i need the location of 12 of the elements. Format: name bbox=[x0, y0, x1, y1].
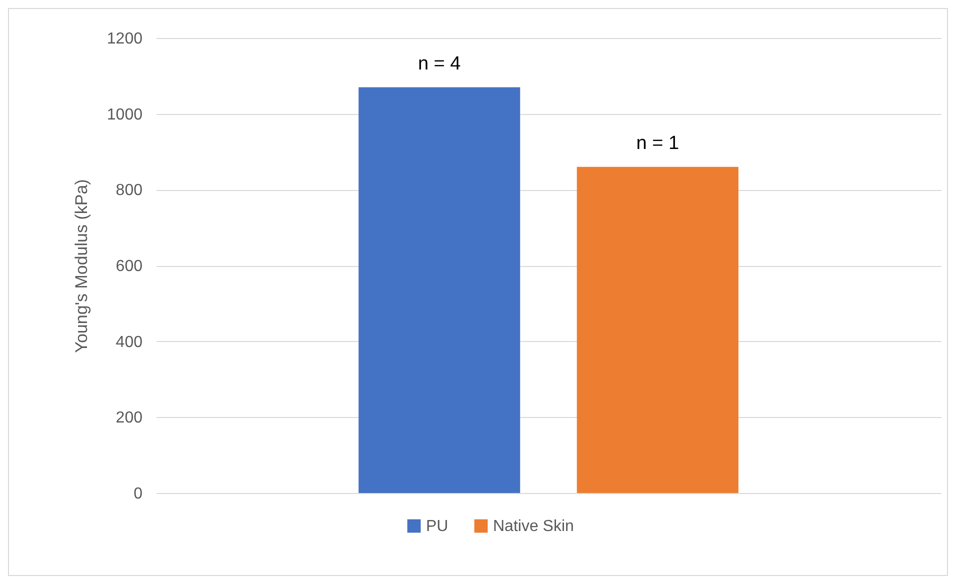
y-tick-label: 600 bbox=[116, 258, 143, 275]
y-tick-label: 1000 bbox=[106, 106, 143, 124]
y-tick-label: 200 bbox=[116, 410, 143, 427]
y-axis-title: Young's Modulus (kPa) bbox=[72, 179, 91, 353]
y-tick-label: 800 bbox=[116, 182, 143, 200]
y-tick-label: 1200 bbox=[106, 30, 143, 48]
legend-label: PU bbox=[426, 518, 448, 535]
annotation: n = 1 bbox=[636, 132, 680, 154]
y-tick-label: 0 bbox=[134, 486, 143, 502]
y-tick-label: 400 bbox=[116, 334, 143, 351]
annotation: n = 4 bbox=[418, 53, 462, 74]
legend-label: Native Skin bbox=[493, 518, 574, 535]
